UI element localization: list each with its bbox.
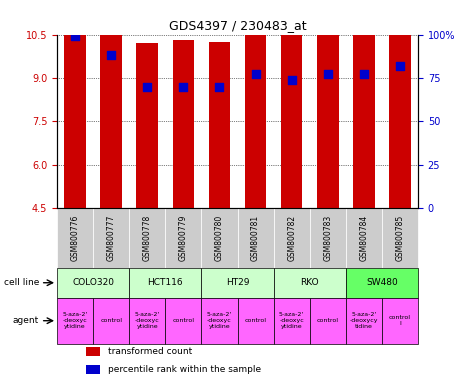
Point [324,71,332,78]
FancyBboxPatch shape [274,208,310,268]
Text: control: control [100,318,122,323]
Text: control: control [317,318,339,323]
FancyBboxPatch shape [201,268,274,298]
FancyBboxPatch shape [129,208,165,268]
Text: GSM800785: GSM800785 [396,215,404,261]
FancyBboxPatch shape [57,268,129,298]
Text: RKO: RKO [300,278,319,287]
Text: 5-aza-2'
-deoxyc
ytidine: 5-aza-2' -deoxyc ytidine [134,313,160,329]
Text: GSM800782: GSM800782 [287,215,296,261]
Bar [64,0,86,208]
FancyBboxPatch shape [57,208,93,268]
FancyBboxPatch shape [129,298,165,344]
Text: GSM800783: GSM800783 [323,215,332,261]
Point [396,63,404,69]
FancyBboxPatch shape [165,298,201,344]
FancyBboxPatch shape [93,208,129,268]
Point [180,84,187,90]
Text: transformed count: transformed count [107,347,192,356]
FancyBboxPatch shape [346,298,382,344]
FancyBboxPatch shape [274,298,310,344]
FancyBboxPatch shape [310,208,346,268]
Point [252,71,259,78]
Text: GSM800781: GSM800781 [251,215,260,261]
FancyBboxPatch shape [382,298,418,344]
Text: HT29: HT29 [226,278,249,287]
FancyBboxPatch shape [93,298,129,344]
Text: control: control [245,318,266,323]
FancyBboxPatch shape [201,208,238,268]
FancyBboxPatch shape [201,298,238,344]
FancyBboxPatch shape [165,208,201,268]
Text: 5-aza-2'
-deoxyc
ytidine: 5-aza-2' -deoxyc ytidine [62,313,88,329]
Point [71,33,79,40]
Bar [281,33,303,208]
Title: GDS4397 / 230483_at: GDS4397 / 230483_at [169,19,306,32]
Point [360,71,368,78]
Text: COLO320: COLO320 [72,278,114,287]
Bar [389,0,411,208]
FancyBboxPatch shape [238,298,274,344]
Text: HCT116: HCT116 [147,278,183,287]
Text: 5-aza-2'
-deoxycy
tidine: 5-aza-2' -deoxycy tidine [350,313,378,329]
Bar [86,364,100,374]
Text: control: control [172,318,194,323]
Text: 5-aza-2'
-deoxyc
ytidine: 5-aza-2' -deoxyc ytidine [207,313,232,329]
Point [288,77,295,83]
Text: cell line: cell line [4,278,39,287]
FancyBboxPatch shape [310,298,346,344]
Bar [100,0,122,208]
Text: control
l: control l [389,315,411,326]
Bar [136,43,158,208]
FancyBboxPatch shape [274,268,346,298]
Bar [245,20,266,208]
FancyBboxPatch shape [346,268,418,298]
Text: agent: agent [13,316,39,325]
FancyBboxPatch shape [129,268,201,298]
FancyBboxPatch shape [238,208,274,268]
FancyBboxPatch shape [346,208,382,268]
Text: GSM800779: GSM800779 [179,215,188,261]
Bar [353,22,375,208]
Bar [172,40,194,208]
Text: GSM800777: GSM800777 [107,215,115,261]
FancyBboxPatch shape [57,298,93,344]
Point [216,84,223,90]
Bar [86,347,100,356]
Text: SW480: SW480 [366,278,398,287]
Text: GSM800776: GSM800776 [71,215,79,261]
Text: 5-aza-2'
-deoxyc
ytidine: 5-aza-2' -deoxyc ytidine [279,313,304,329]
Bar [317,23,339,208]
Point [143,84,151,90]
Bar [209,42,230,208]
Text: GSM800778: GSM800778 [143,215,152,261]
Text: GSM800784: GSM800784 [360,215,368,261]
Text: GSM800780: GSM800780 [215,215,224,261]
Point [107,52,115,58]
Text: percentile rank within the sample: percentile rank within the sample [107,365,261,374]
FancyBboxPatch shape [382,208,418,268]
